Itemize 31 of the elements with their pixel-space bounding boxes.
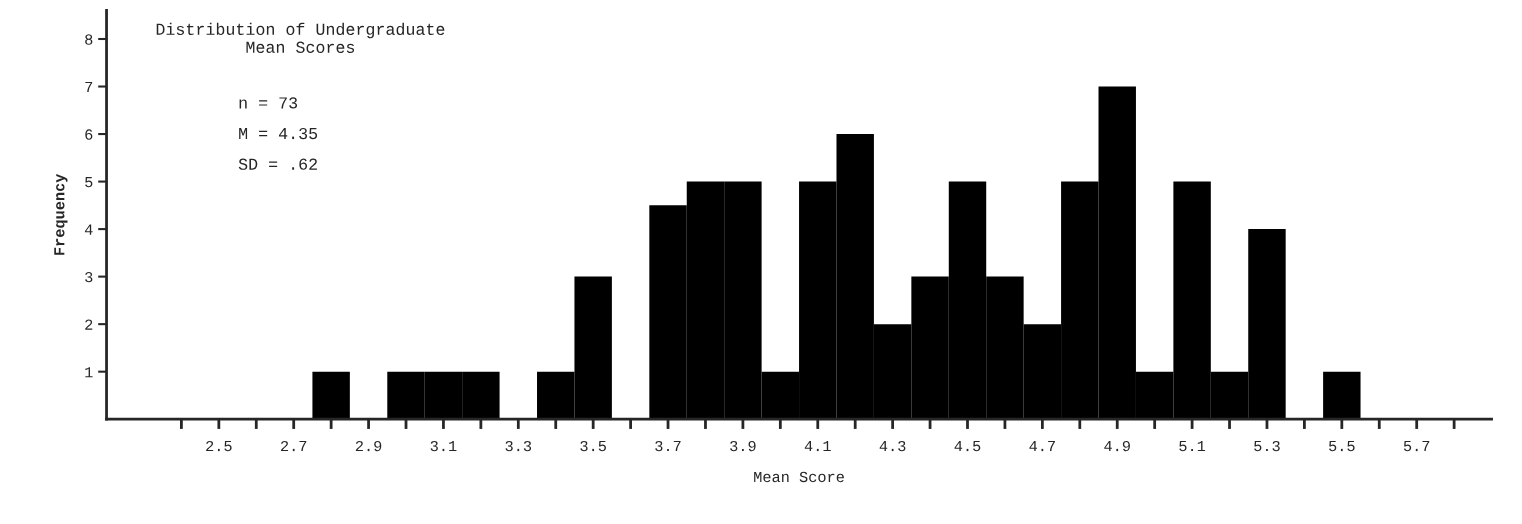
x-tick-label: 4.3 <box>879 440 906 452</box>
x-tick-label: 2.9 <box>355 440 382 452</box>
y-tick-label: 2 <box>85 319 93 330</box>
x-tick-label: 5.1 <box>1179 441 1206 452</box>
annotation: M = 4.35 <box>239 127 318 140</box>
x-tick-label: 5.5 <box>1329 441 1355 452</box>
annotation: n = 73 <box>239 97 298 109</box>
x-tick-label: 3.9 <box>730 440 756 452</box>
x-tick-label: 4.1 <box>804 441 831 452</box>
y-tick-label: 8 <box>85 34 93 45</box>
x-tick-label: 5.3 <box>1254 440 1280 452</box>
x-tick-label: 4.9 <box>1104 440 1130 452</box>
x-tick-label: 2.5 <box>206 440 232 452</box>
annotation: SD = .62 <box>238 158 317 170</box>
x-tick-label: 3.7 <box>655 440 681 452</box>
y-tick-label: 4 <box>84 224 93 235</box>
x-tick-label: 3.5 <box>580 440 606 452</box>
y-tick-label: 7 <box>85 81 93 93</box>
y-tick-label: 1 <box>85 367 93 378</box>
y-tick-label: 5 <box>85 177 93 188</box>
text: Distribution of Undergraduate Mean Scores <box>156 22 445 53</box>
y-axis-title: Frequency <box>54 173 68 255</box>
x-tick-label: 2.7 <box>281 440 307 452</box>
x-tick-label: 4.5 <box>954 441 981 452</box>
y-tick-label: 3 <box>85 271 93 283</box>
x-tick-label: 3.3 <box>505 440 532 452</box>
x-tick-label: 5.7 <box>1403 441 1430 452</box>
x-tick-label: 4.7 <box>1029 441 1055 452</box>
x-tick-label: 3.1 <box>430 440 457 452</box>
x-axis-title: Mean Score <box>754 471 844 483</box>
y-tick-label: 6 <box>85 129 93 140</box>
